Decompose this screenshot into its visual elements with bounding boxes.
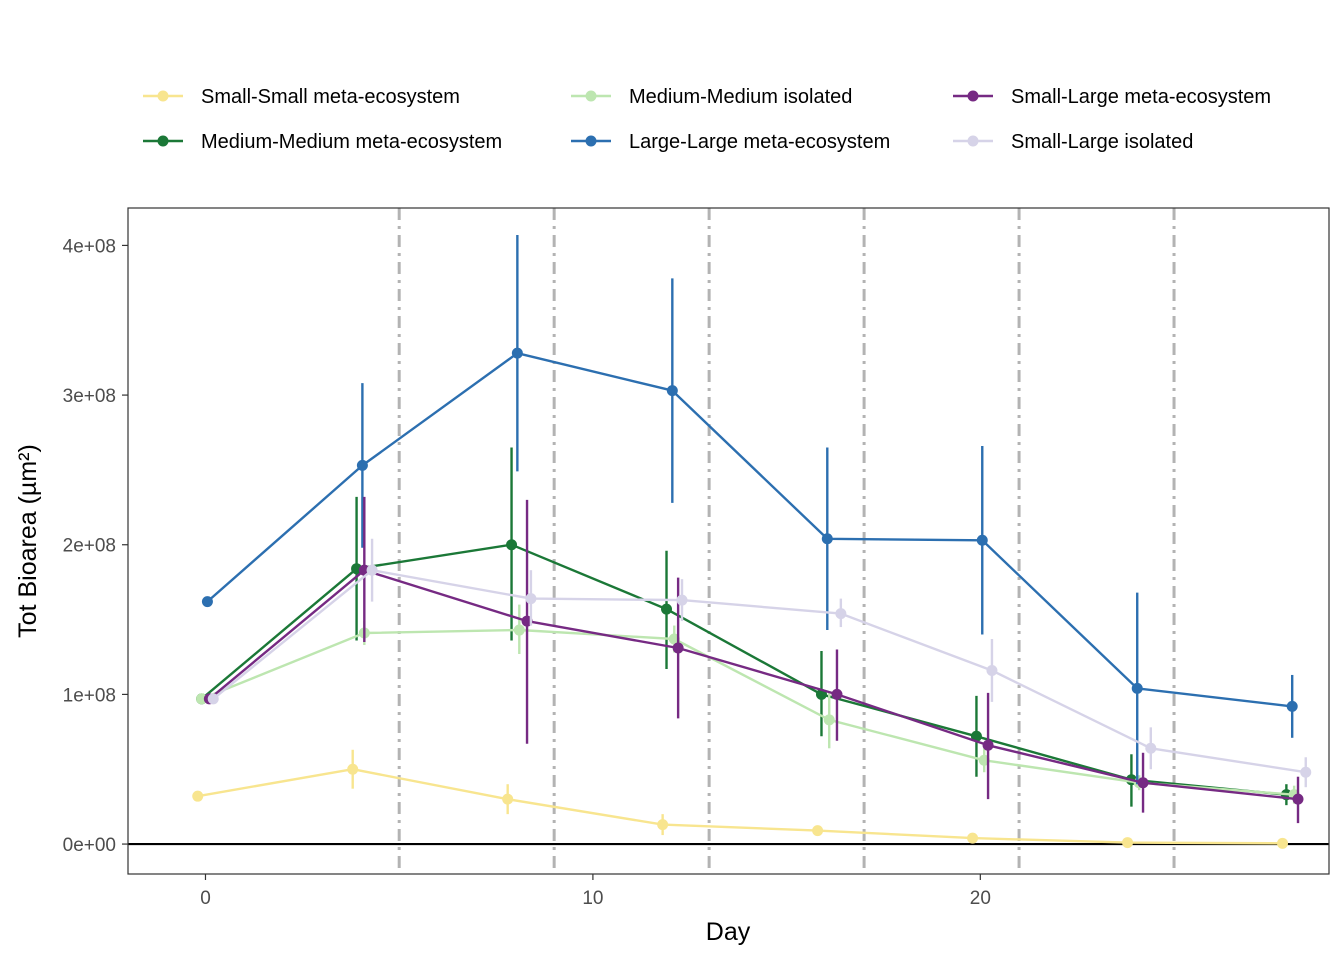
y-tick-label: 0e+00 (63, 835, 116, 856)
data-point (821, 533, 833, 545)
legend: Small-Small meta-ecosystem Medium-Medium … (143, 86, 1271, 153)
series-group (192, 234, 1312, 849)
legend-item-6: Small-Large isolated (953, 131, 1193, 153)
panel-border (127, 207, 1330, 875)
data-point (1277, 837, 1289, 849)
legend-label: Small-Small meta-ecosystem (201, 86, 460, 108)
legend-item-3: Medium-Medium isolated (571, 86, 852, 108)
series-1 (192, 749, 1289, 849)
data-point (831, 688, 843, 700)
y-tick-label: 4e+08 (63, 236, 116, 257)
data-point (1131, 682, 1143, 694)
legend-label: Medium-Medium meta-ecosystem (201, 131, 502, 153)
data-point (201, 596, 213, 608)
x-tick-label: 10 (582, 888, 603, 909)
data-point (657, 819, 669, 831)
data-point (192, 790, 204, 802)
series-4 (201, 234, 1298, 785)
legend-key-point (585, 90, 597, 102)
y-tick-label: 2e+08 (63, 536, 116, 557)
data-point (812, 825, 824, 837)
series-line (206, 352, 1293, 708)
data-point (1300, 766, 1312, 778)
y-axis-title: Tot Bioarea (µm²) (14, 444, 42, 638)
data-point (672, 642, 684, 654)
series-6 (207, 538, 1312, 788)
data-point (513, 624, 525, 636)
data-point (982, 739, 994, 751)
plot-panel (127, 207, 1330, 875)
data-point (970, 730, 982, 742)
legend-item-5: Small-Large meta-ecosystem (953, 86, 1271, 108)
data-point (676, 594, 688, 606)
axes: Day Tot Bioarea (µm²) 0e+00 1e+08 2e+08 3e+… (14, 236, 991, 946)
legend-label: Small-Large isolated (1011, 131, 1193, 153)
data-point (366, 564, 378, 576)
data-point (506, 539, 518, 551)
series-line (208, 569, 1299, 801)
legend-label: Medium-Medium isolated (629, 86, 852, 108)
data-point (356, 459, 368, 471)
data-point (967, 832, 979, 844)
data-point (835, 608, 847, 620)
y-tick-label: 1e+08 (63, 685, 116, 706)
data-point (986, 664, 998, 676)
legend-item-1: Small-Small meta-ecosystem (143, 86, 460, 108)
data-point (1137, 777, 1149, 789)
series-line (201, 628, 1295, 796)
data-point (976, 534, 988, 546)
legend-label: Large-Large meta-ecosystem (629, 131, 890, 153)
data-point (502, 793, 514, 805)
x-axis-title: Day (706, 918, 751, 946)
data-point (1292, 793, 1304, 805)
data-point (196, 693, 208, 705)
x-tick-label: 20 (970, 888, 991, 909)
data-point (1145, 742, 1157, 754)
legend-key-point (157, 135, 169, 147)
legend-key-point (585, 135, 597, 147)
data-point (1122, 837, 1134, 849)
series-line (197, 768, 1283, 845)
data-point (525, 593, 537, 605)
legend-key-point (967, 90, 979, 102)
legend-item-4: Large-Large meta-ecosystem (571, 131, 890, 153)
legend-label: Small-Large meta-ecosystem (1011, 86, 1271, 108)
data-point (823, 714, 835, 726)
data-point (661, 603, 673, 615)
data-point (511, 347, 523, 359)
data-point (1286, 700, 1298, 712)
x-tick-label: 0 (200, 888, 211, 909)
data-point (347, 763, 359, 775)
series-line (212, 569, 1306, 774)
legend-key-point (967, 135, 979, 147)
data-point (666, 385, 678, 397)
legend-item-2: Medium-Medium meta-ecosystem (143, 131, 502, 153)
data-point (207, 693, 219, 705)
legend-key-point (157, 90, 169, 102)
panel-background (128, 208, 1329, 874)
y-tick-label: 3e+08 (63, 386, 116, 407)
